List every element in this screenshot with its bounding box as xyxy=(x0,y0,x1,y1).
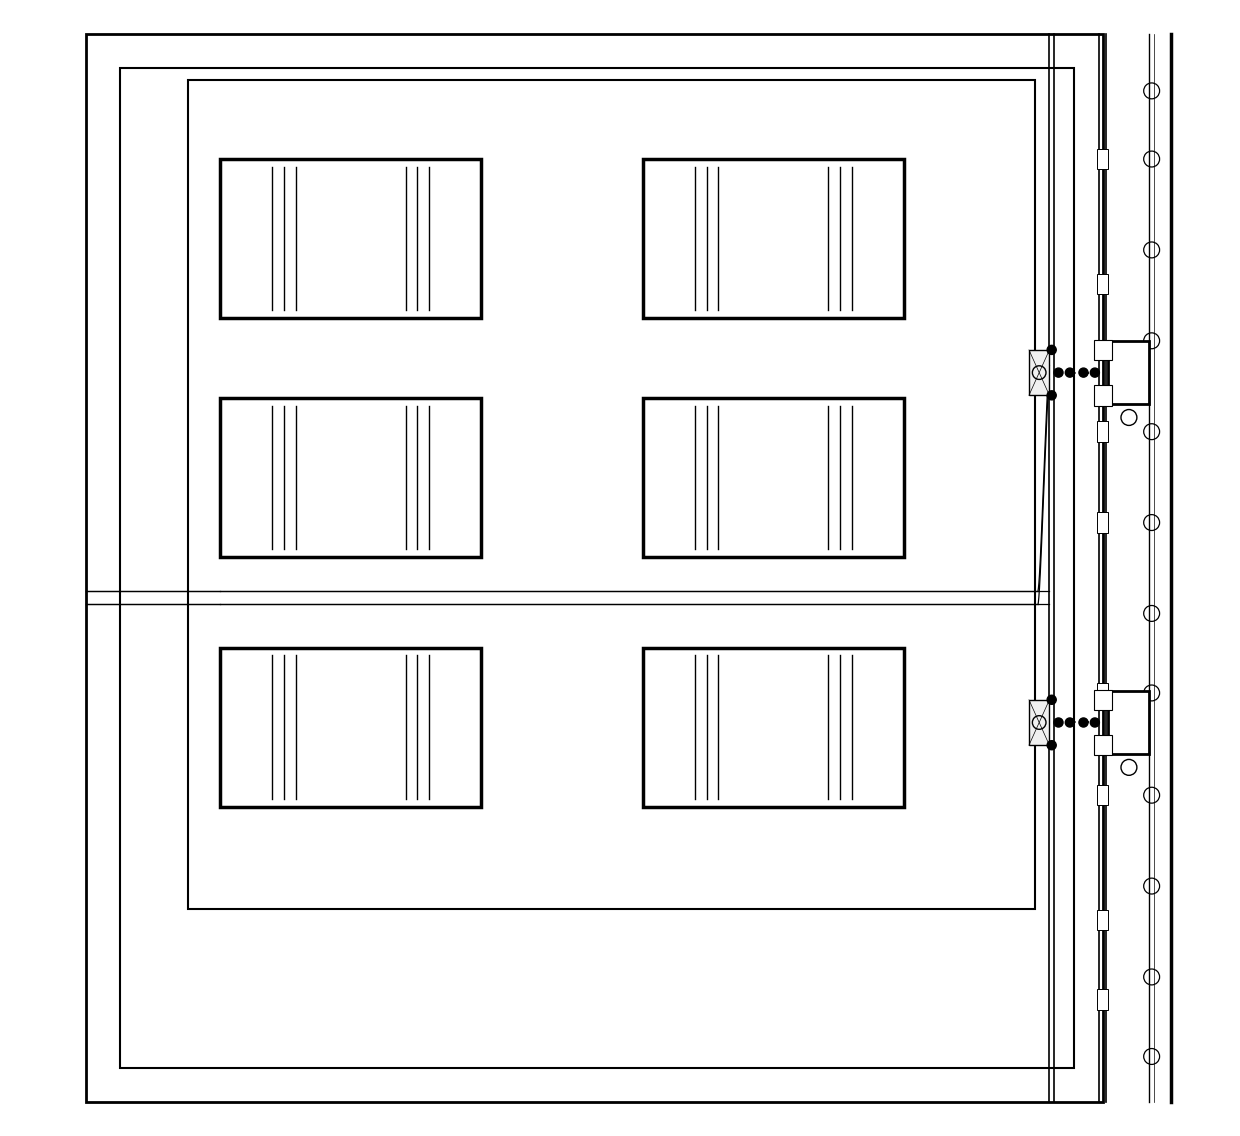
Bar xyxy=(642,159,904,318)
Bar xyxy=(1094,690,1112,710)
Bar xyxy=(1097,989,1109,1010)
Circle shape xyxy=(1047,391,1056,400)
Bar xyxy=(1097,274,1109,294)
Circle shape xyxy=(1065,368,1074,377)
Bar xyxy=(642,648,904,807)
Bar xyxy=(1109,691,1149,754)
Bar xyxy=(188,80,1034,909)
Circle shape xyxy=(1079,368,1087,377)
Bar xyxy=(1094,735,1112,755)
Circle shape xyxy=(1079,718,1087,727)
Bar xyxy=(1097,785,1109,805)
Bar xyxy=(86,34,1102,1102)
Bar xyxy=(1097,512,1109,533)
Bar xyxy=(1109,341,1149,404)
Bar xyxy=(1097,910,1109,930)
Bar xyxy=(1097,683,1109,703)
Bar xyxy=(1097,149,1109,169)
Bar xyxy=(1094,340,1112,360)
Circle shape xyxy=(1047,695,1056,704)
Bar xyxy=(221,648,481,807)
Bar xyxy=(642,398,904,557)
Circle shape xyxy=(1047,741,1056,750)
Circle shape xyxy=(1054,718,1063,727)
Bar xyxy=(1029,350,1049,395)
Bar xyxy=(1097,421,1109,442)
Circle shape xyxy=(1065,718,1074,727)
Bar xyxy=(120,68,1074,1068)
Circle shape xyxy=(1054,368,1063,377)
Circle shape xyxy=(1090,368,1100,377)
Bar xyxy=(221,159,481,318)
Circle shape xyxy=(1047,345,1056,354)
Bar xyxy=(1029,700,1049,745)
Bar xyxy=(1094,385,1112,406)
Circle shape xyxy=(1090,718,1100,727)
Bar xyxy=(221,398,481,557)
